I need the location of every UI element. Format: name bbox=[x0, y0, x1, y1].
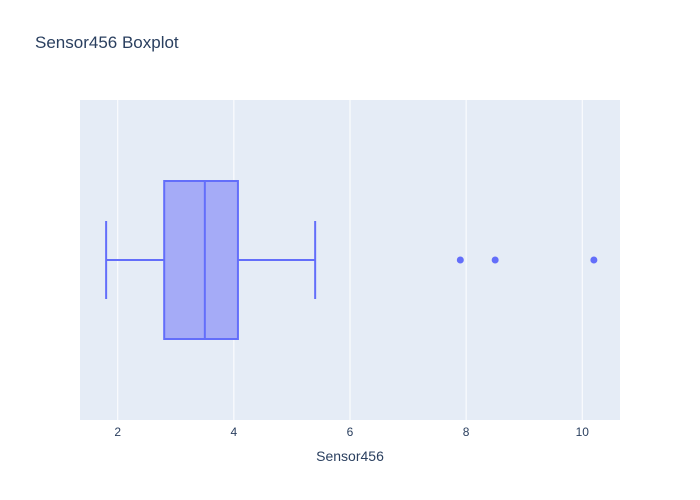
outlier-point bbox=[491, 256, 499, 264]
box-trace[interactable] bbox=[105, 180, 598, 340]
iqr-box bbox=[163, 180, 239, 340]
x-axis-title: Sensor456 bbox=[316, 448, 384, 464]
x-tick-label: 2 bbox=[114, 425, 121, 439]
x-tick-label: 6 bbox=[347, 425, 354, 439]
x-tick-label: 4 bbox=[231, 425, 238, 439]
x-tick-label: 10 bbox=[576, 425, 590, 439]
x-tick-label: 8 bbox=[463, 425, 470, 439]
outlier-point bbox=[456, 256, 464, 264]
outlier-point bbox=[590, 256, 598, 264]
chart-title: Sensor456 Boxplot bbox=[35, 33, 179, 52]
x-tick-labels: 2 4 6 8 10 bbox=[114, 425, 589, 439]
